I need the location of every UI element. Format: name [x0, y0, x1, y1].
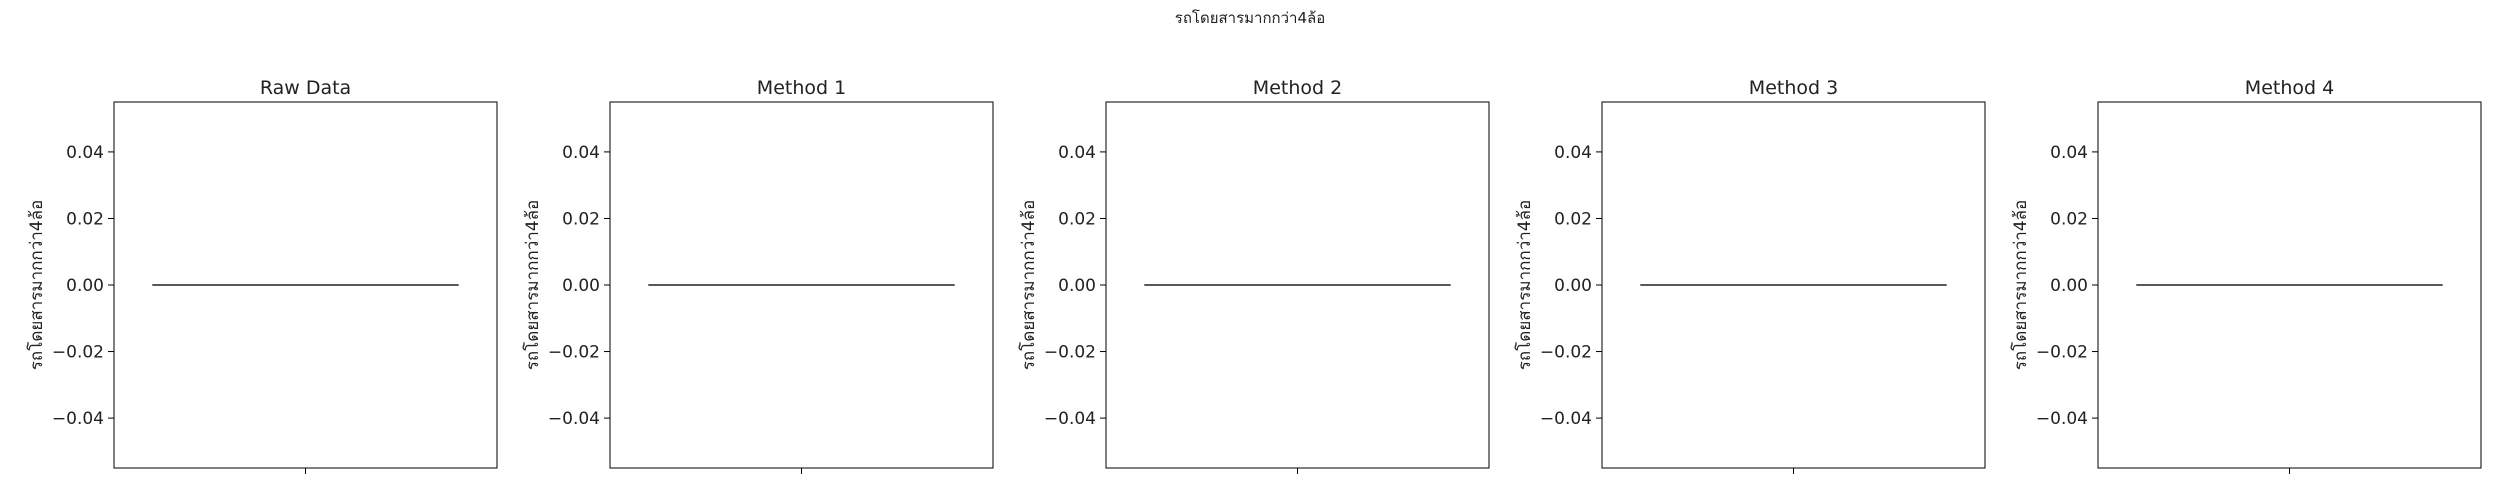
y-tick-label: 0.02	[1554, 209, 1592, 229]
chart-panel-4: Method 3 −0.04 −0.02 0.00 0.02 0.04 รถโดยสารมา…	[1514, 77, 1986, 474]
y-tick-label: −0.02	[2036, 343, 2088, 363]
y-tick-label: −0.04	[1044, 409, 1096, 429]
y-tick-label: 0.04	[1554, 143, 1592, 163]
chart-panel-3: Method 2 −0.04 −0.02 0.00 0.02 0.04 รถโดยสารมา…	[1018, 77, 1490, 474]
panel-title: Method 4	[2245, 77, 2334, 99]
y-tick-label: −0.04	[2036, 409, 2088, 429]
y-axis-label: รถโดยสารมากกว่า4ล้อ	[522, 200, 543, 370]
chart-panel-5: Method 4 −0.04 −0.02 0.00 0.02 0.04 รถโดยสารมา…	[2010, 77, 2482, 474]
y-tick-label: 0.04	[66, 143, 104, 163]
y-tick-label: 0.02	[2050, 209, 2088, 229]
y-tick-label: −0.02	[548, 343, 600, 363]
panel-title: Method 3	[1749, 77, 1838, 99]
y-tick-label: 0.00	[562, 276, 600, 296]
y-axis-label: รถโดยสารมากกว่า4ล้อ	[2010, 200, 2031, 370]
y-axis-label: รถโดยสารมากกว่า4ล้อ	[26, 200, 47, 370]
y-tick-label: 0.04	[2050, 143, 2088, 163]
chart-panel-1: Raw Data −0.04 −0.02 0.00 0.02 0.04 รถโดยสารมา…	[26, 77, 498, 474]
y-tick-label: −0.02	[1044, 343, 1096, 363]
panel-title: Method 1	[757, 77, 846, 99]
chart-panel-2: Method 1 −0.04 −0.02 0.00 0.02 0.04 รถโดยสารมา…	[522, 77, 994, 474]
y-tick-label: −0.02	[1540, 343, 1592, 363]
panel-title: Raw Data	[260, 77, 351, 99]
y-tick-label: 0.04	[562, 143, 600, 163]
y-tick-label: −0.04	[52, 409, 104, 429]
y-tick-label: −0.02	[52, 343, 104, 363]
y-tick-label: 0.00	[2050, 276, 2088, 296]
figure-title: รถโดยสารมากกว่า4ล้อ	[1174, 9, 1326, 27]
y-tick-label: −0.04	[548, 409, 600, 429]
y-tick-label: 0.02	[66, 209, 104, 229]
y-axis-label: รถโดยสารมากกว่า4ล้อ	[1514, 200, 1535, 370]
y-tick-label: 0.00	[66, 276, 104, 296]
y-tick-label: 0.00	[1058, 276, 1096, 296]
panel-title: Method 2	[1253, 77, 1342, 99]
y-tick-label: 0.00	[1554, 276, 1592, 296]
y-tick-label: 0.02	[1058, 209, 1096, 229]
y-axis-label: รถโดยสารมากกว่า4ล้อ	[1018, 200, 1039, 370]
y-tick-label: 0.02	[562, 209, 600, 229]
y-tick-label: −0.04	[1540, 409, 1592, 429]
y-tick-label: 0.04	[1058, 143, 1096, 163]
